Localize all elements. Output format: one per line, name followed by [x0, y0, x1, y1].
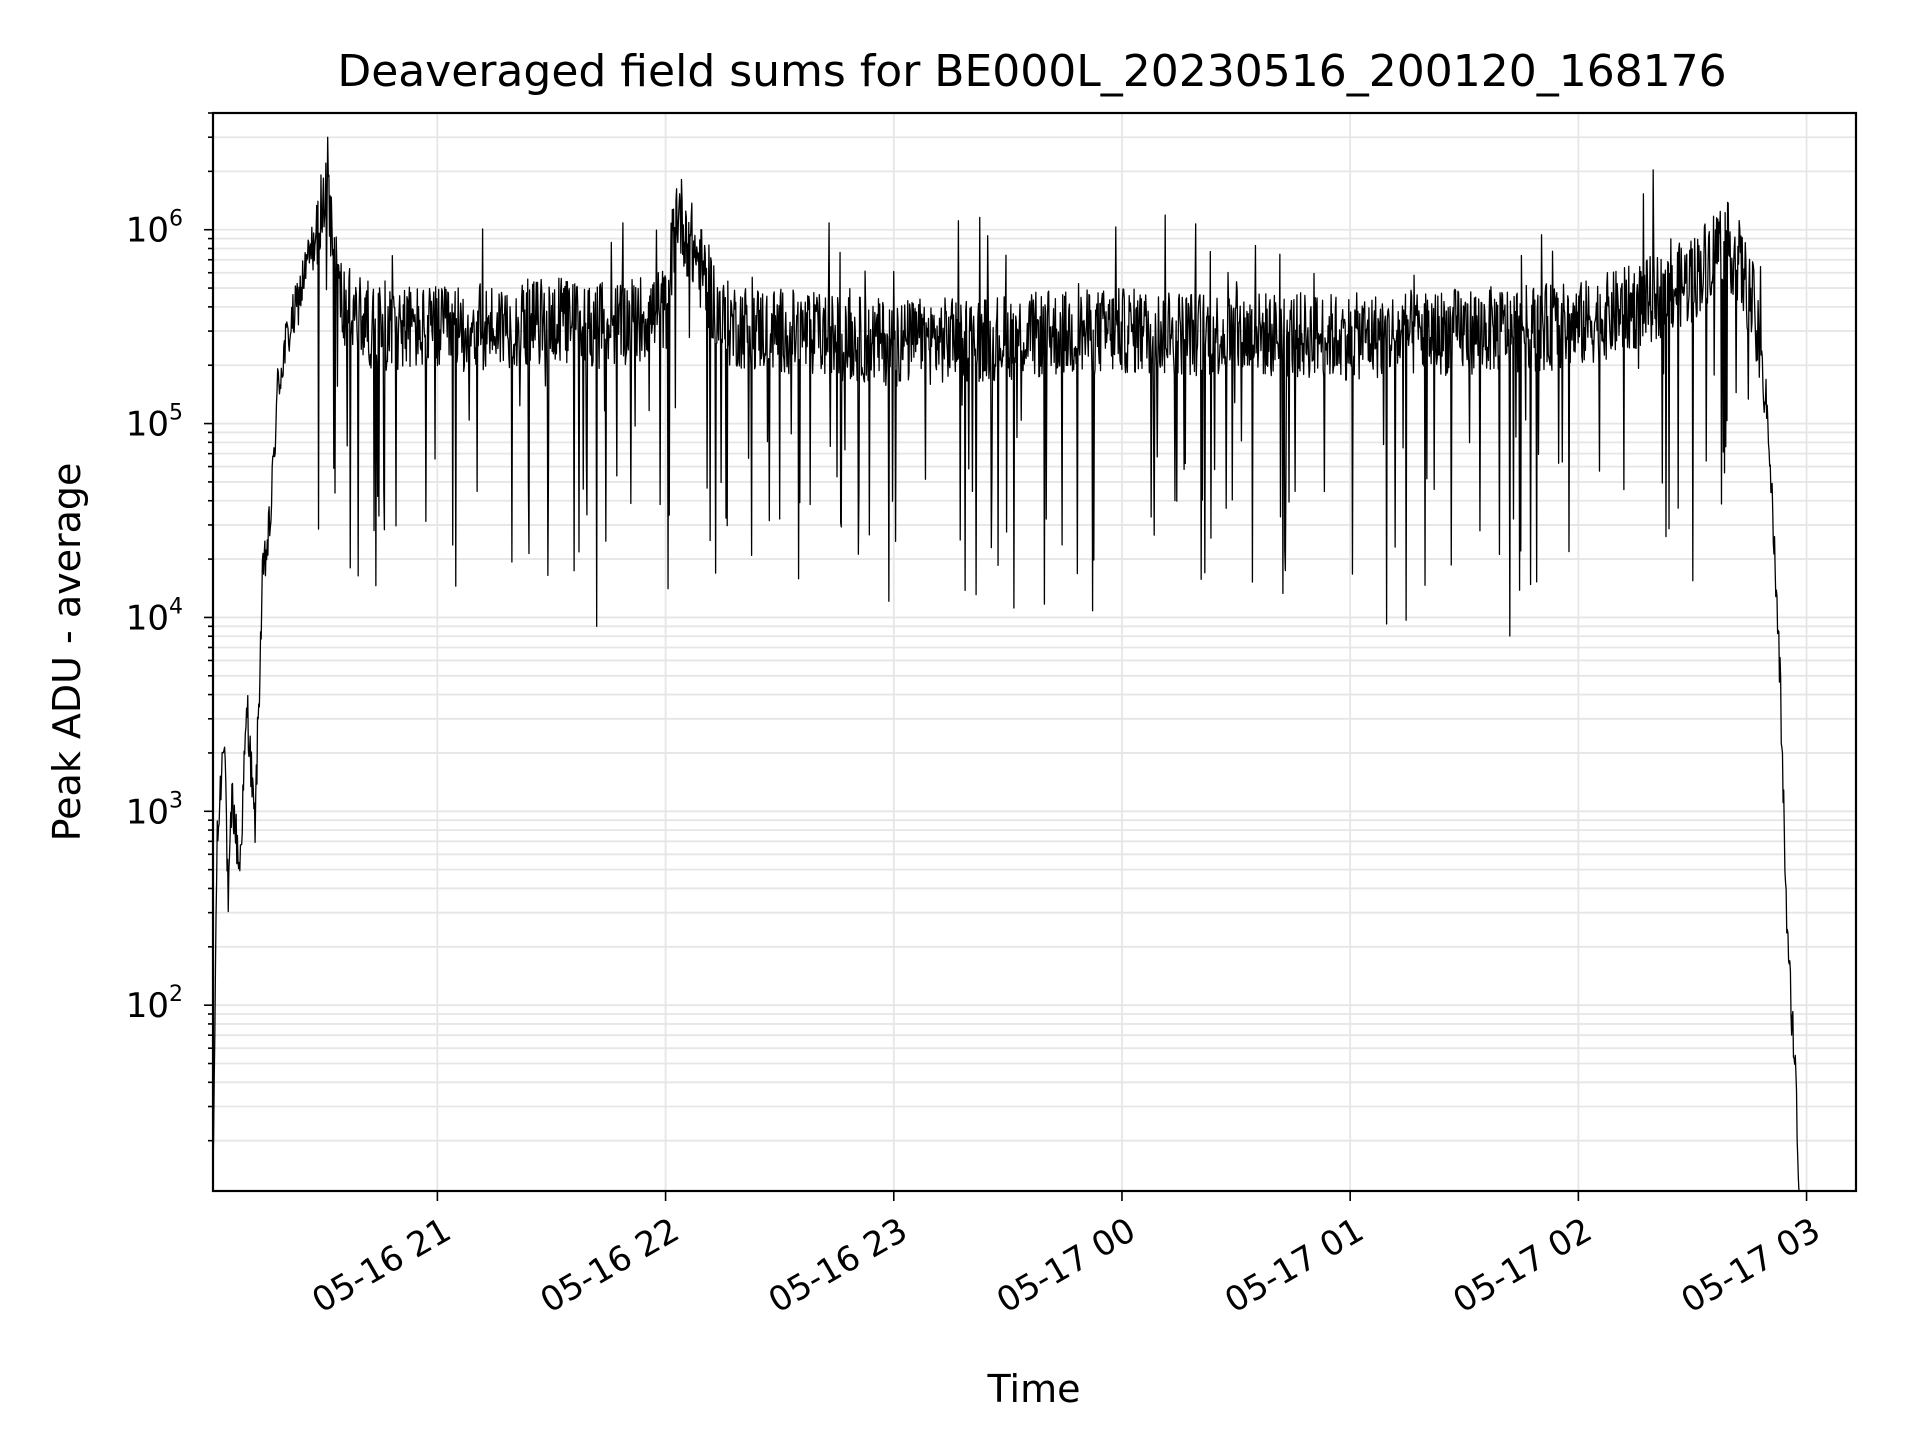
y-tick-base: 10 — [126, 792, 169, 832]
y-tick-exponent: 4 — [169, 594, 183, 619]
y-axis-label: Peak ADU - average — [45, 463, 89, 842]
y-tick-label: 105 — [126, 401, 183, 445]
y-tick-label: 104 — [126, 594, 183, 638]
y-tick-label: 103 — [126, 788, 183, 832]
x-axis-label: Time — [987, 1367, 1081, 1411]
data-series-line — [212, 136, 1800, 1192]
y-tick-base: 10 — [126, 405, 169, 445]
y-tick-base: 10 — [126, 211, 169, 251]
y-tick-label: 106 — [126, 207, 183, 251]
y-tick-base: 10 — [126, 598, 169, 638]
y-tick-base: 10 — [126, 986, 169, 1026]
y-tick-exponent: 6 — [169, 207, 183, 232]
chart-title: Deaveraged field sums for BE000L_2023051… — [337, 46, 1726, 97]
y-tick-exponent: 2 — [169, 982, 183, 1007]
y-tick-label: 102 — [126, 982, 183, 1026]
y-tick-exponent: 5 — [169, 401, 183, 426]
y-tick-exponent: 3 — [169, 788, 183, 813]
plot-frame — [211, 111, 1858, 1193]
data-layer — [212, 136, 1800, 1192]
